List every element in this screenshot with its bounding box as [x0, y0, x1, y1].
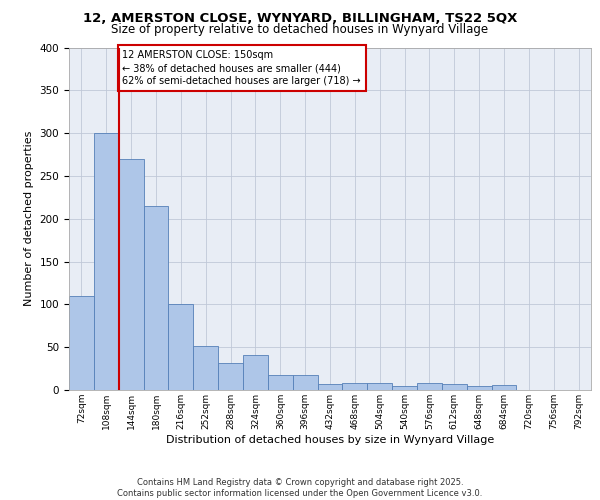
Bar [343, 383, 367, 390]
Bar [69, 296, 94, 390]
Bar [143, 206, 169, 390]
Bar [218, 364, 243, 390]
Bar [243, 355, 268, 390]
Bar [367, 383, 392, 390]
Bar [94, 133, 119, 390]
Bar [268, 376, 293, 390]
Bar [119, 159, 143, 390]
Text: Size of property relative to detached houses in Wynyard Village: Size of property relative to detached ho… [112, 22, 488, 36]
Text: 12 AMERSTON CLOSE: 150sqm
← 38% of detached houses are smaller (444)
62% of semi: 12 AMERSTON CLOSE: 150sqm ← 38% of detac… [122, 50, 361, 86]
Bar [467, 386, 491, 390]
Bar [392, 386, 417, 390]
Bar [293, 376, 317, 390]
Bar [169, 304, 193, 390]
Bar [442, 384, 467, 390]
Bar [193, 346, 218, 390]
Text: Contains HM Land Registry data © Crown copyright and database right 2025.
Contai: Contains HM Land Registry data © Crown c… [118, 478, 482, 498]
Y-axis label: Number of detached properties: Number of detached properties [24, 131, 34, 306]
Bar [491, 385, 517, 390]
Bar [417, 383, 442, 390]
Text: 12, AMERSTON CLOSE, WYNYARD, BILLINGHAM, TS22 5QX: 12, AMERSTON CLOSE, WYNYARD, BILLINGHAM,… [83, 12, 517, 26]
Bar [317, 384, 343, 390]
X-axis label: Distribution of detached houses by size in Wynyard Village: Distribution of detached houses by size … [166, 434, 494, 444]
